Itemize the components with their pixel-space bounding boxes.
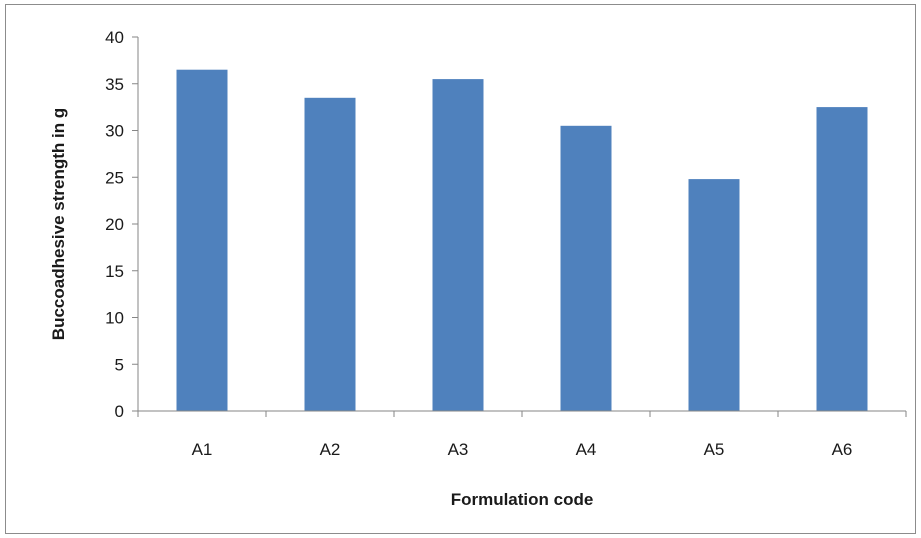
bar-a6 bbox=[816, 107, 868, 411]
y-tick-label-0: 0 bbox=[115, 402, 124, 421]
x-tick-label-a3: A3 bbox=[448, 440, 469, 459]
y-tick-label-5: 5 bbox=[115, 355, 124, 374]
axes-layer bbox=[132, 36, 907, 417]
y-tick-label-40: 40 bbox=[105, 28, 124, 47]
labels-layer: 0 5 10 15 20 25 30 35 40 A1 A2 A3 A4 A5 A6 bbox=[105, 28, 852, 459]
bar-a4 bbox=[560, 125, 612, 412]
bar-a5 bbox=[688, 179, 740, 411]
x-tick-label-a2: A2 bbox=[320, 440, 341, 459]
x-tick-label-a5: A5 bbox=[704, 440, 725, 459]
bar-a3 bbox=[432, 79, 484, 411]
y-tick-label-10: 10 bbox=[105, 309, 124, 328]
x-axis-title: Formulation code bbox=[451, 490, 594, 509]
bar-a2 bbox=[304, 97, 356, 412]
y-tick-label-25: 25 bbox=[105, 168, 124, 187]
y-axis-title: Buccoadhesive strength in g bbox=[49, 108, 68, 340]
y-tick-label-35: 35 bbox=[105, 75, 124, 94]
bars-layer bbox=[176, 69, 868, 412]
y-tick-label-15: 15 bbox=[105, 262, 124, 281]
y-tick-label-20: 20 bbox=[105, 215, 124, 234]
x-tick-label-a1: A1 bbox=[192, 440, 213, 459]
y-tick-label-30: 30 bbox=[105, 122, 124, 141]
x-tick-label-a4: A4 bbox=[576, 440, 597, 459]
bar-a1 bbox=[176, 69, 228, 411]
x-tick-label-a6: A6 bbox=[832, 440, 853, 459]
